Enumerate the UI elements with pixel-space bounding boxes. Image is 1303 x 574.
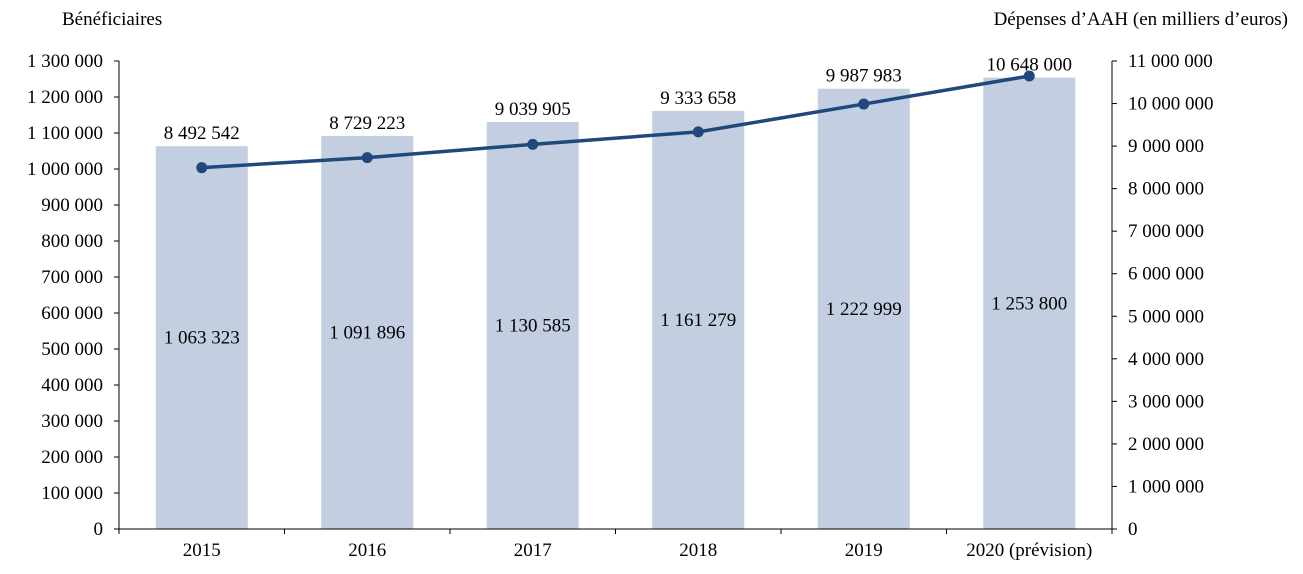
line-series-group bbox=[196, 70, 1035, 174]
right-tick-label: 0 bbox=[1128, 519, 1138, 540]
bars-group bbox=[155, 77, 1076, 530]
bar-value-label: 1 253 800 bbox=[991, 293, 1067, 314]
line-value-label: 9 039 905 bbox=[495, 99, 571, 120]
bar-2017 bbox=[486, 121, 579, 529]
line-value-label: 9 987 983 bbox=[826, 66, 902, 87]
left-tick-label: 900 000 bbox=[41, 195, 103, 216]
left-tick-label: 100 000 bbox=[41, 483, 103, 504]
left-tick-label: 200 000 bbox=[41, 447, 103, 468]
line-value-label: 9 333 658 bbox=[660, 88, 736, 109]
right-tick-label: 4 000 000 bbox=[1128, 349, 1204, 370]
bar-value-label: 1 063 323 bbox=[164, 328, 240, 349]
bar-2015 bbox=[155, 146, 248, 529]
left-tick-label: 0 bbox=[94, 519, 104, 540]
right-tick-label: 3 000 000 bbox=[1128, 391, 1204, 412]
line-point-2015 bbox=[196, 162, 208, 174]
right-tick-label: 5 000 000 bbox=[1128, 306, 1204, 327]
left-axis-title: Bénéficiaires bbox=[62, 9, 162, 30]
bar-2020 (prévision) bbox=[983, 77, 1076, 529]
left-tick-label: 300 000 bbox=[41, 411, 103, 432]
x-category-label: 2018 bbox=[679, 540, 717, 561]
bar-value-label: 1 091 896 bbox=[329, 322, 405, 343]
right-tick-label: 9 000 000 bbox=[1128, 136, 1204, 157]
line-point-2019 bbox=[858, 98, 870, 110]
left-tick-label: 600 000 bbox=[41, 303, 103, 324]
line-point-2018 bbox=[692, 126, 704, 138]
line-point-2020 (prévision) bbox=[1023, 70, 1035, 82]
right-tick-label: 11 000 000 bbox=[1128, 51, 1213, 72]
left-tick-label: 1 100 000 bbox=[27, 123, 103, 144]
bar-2018 bbox=[652, 110, 745, 529]
right-tick-label: 8 000 000 bbox=[1128, 179, 1204, 200]
right-tick-label: 2 000 000 bbox=[1128, 434, 1204, 455]
bar-value-label: 1 130 585 bbox=[495, 315, 571, 336]
x-category-label: 2019 bbox=[845, 540, 883, 561]
bar-2019 bbox=[817, 88, 910, 529]
right-tick-label: 1 000 000 bbox=[1128, 476, 1204, 497]
left-tick-label: 400 000 bbox=[41, 375, 103, 396]
x-category-label: 2020 (prévision) bbox=[966, 540, 1092, 561]
bar-value-label: 1 161 279 bbox=[660, 310, 736, 331]
line-value-label: 8 492 542 bbox=[164, 123, 240, 144]
axes-group: 0 100 000 200 000 300 000 400 000 500 000 600 … bbox=[27, 51, 1214, 561]
bar-2016 bbox=[321, 135, 414, 530]
left-tick-label: 800 000 bbox=[41, 231, 103, 252]
data-labels-group: 1 063 323 1 091 896 1 130 585 1 161 279 1 22… bbox=[164, 55, 1072, 349]
x-category-label: 2017 bbox=[514, 540, 552, 561]
left-tick-label: 500 000 bbox=[41, 339, 103, 360]
line-path bbox=[201, 74, 1030, 170]
x-category-label: 2016 bbox=[348, 540, 386, 561]
right-tick-label: 6 000 000 bbox=[1128, 264, 1204, 285]
right-tick-label: 7 000 000 bbox=[1128, 221, 1204, 242]
left-tick-label: 700 000 bbox=[41, 267, 103, 288]
bar-value-label: 1 222 999 bbox=[826, 299, 902, 320]
right-tick-label: 10 000 000 bbox=[1128, 94, 1214, 115]
line-point-2017 bbox=[527, 138, 539, 150]
left-tick-label: 1 000 000 bbox=[27, 159, 103, 180]
x-category-label: 2015 bbox=[183, 540, 221, 561]
right-axis-title: Dépenses d’AAH (en milliers d’euros) bbox=[994, 9, 1288, 30]
line-value-label: 8 729 223 bbox=[329, 113, 405, 134]
line-value-label: 10 648 000 bbox=[987, 55, 1073, 76]
line-point-2016 bbox=[361, 152, 373, 164]
left-tick-label: 1 300 000 bbox=[27, 51, 103, 72]
left-tick-label: 1 200 000 bbox=[27, 87, 103, 108]
